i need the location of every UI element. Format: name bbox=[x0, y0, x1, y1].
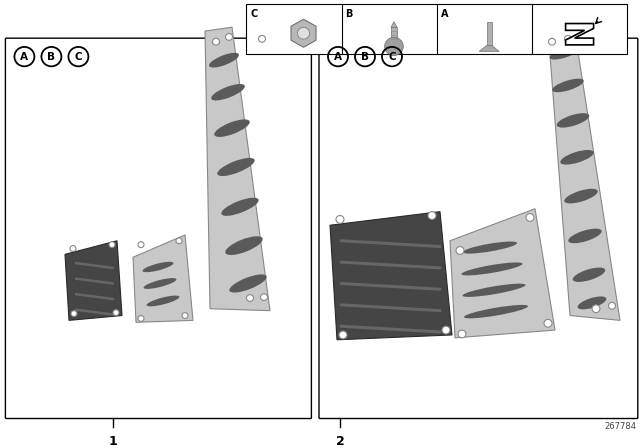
Circle shape bbox=[246, 295, 253, 302]
Circle shape bbox=[225, 34, 232, 40]
FancyBboxPatch shape bbox=[319, 38, 638, 418]
Ellipse shape bbox=[552, 79, 584, 92]
FancyBboxPatch shape bbox=[5, 38, 312, 418]
Ellipse shape bbox=[560, 150, 594, 164]
Ellipse shape bbox=[143, 278, 177, 289]
Ellipse shape bbox=[461, 263, 522, 276]
Text: C: C bbox=[75, 52, 82, 62]
Ellipse shape bbox=[209, 53, 239, 68]
Circle shape bbox=[592, 305, 600, 313]
Text: 2: 2 bbox=[335, 435, 344, 448]
Polygon shape bbox=[133, 235, 193, 322]
Circle shape bbox=[138, 242, 144, 248]
Circle shape bbox=[526, 214, 534, 221]
Polygon shape bbox=[566, 24, 594, 45]
Circle shape bbox=[336, 215, 344, 223]
Ellipse shape bbox=[578, 297, 606, 310]
Ellipse shape bbox=[147, 296, 179, 306]
Circle shape bbox=[176, 238, 182, 244]
Circle shape bbox=[609, 302, 616, 309]
Text: 1: 1 bbox=[108, 435, 117, 448]
Polygon shape bbox=[450, 209, 555, 338]
Ellipse shape bbox=[214, 119, 250, 137]
Bar bbox=[391, 27, 397, 47]
Circle shape bbox=[458, 330, 466, 338]
Ellipse shape bbox=[557, 113, 589, 128]
Circle shape bbox=[212, 39, 220, 45]
Ellipse shape bbox=[568, 228, 602, 243]
Text: A: A bbox=[441, 9, 448, 19]
Ellipse shape bbox=[221, 198, 259, 216]
Circle shape bbox=[71, 310, 77, 316]
Circle shape bbox=[339, 331, 347, 339]
Circle shape bbox=[442, 326, 450, 334]
Circle shape bbox=[70, 246, 76, 251]
Text: A: A bbox=[334, 52, 342, 62]
Text: B: B bbox=[361, 52, 369, 62]
Circle shape bbox=[138, 315, 144, 321]
Circle shape bbox=[428, 211, 436, 220]
Polygon shape bbox=[391, 22, 397, 27]
Ellipse shape bbox=[564, 189, 598, 203]
Ellipse shape bbox=[143, 262, 173, 272]
Ellipse shape bbox=[464, 305, 528, 319]
Ellipse shape bbox=[225, 236, 262, 255]
Bar bbox=[246, 4, 627, 54]
Polygon shape bbox=[330, 211, 452, 340]
Polygon shape bbox=[479, 46, 499, 52]
Circle shape bbox=[544, 319, 552, 327]
Circle shape bbox=[109, 242, 115, 248]
Ellipse shape bbox=[550, 47, 579, 60]
Circle shape bbox=[548, 39, 556, 45]
Text: B: B bbox=[47, 52, 56, 62]
Circle shape bbox=[298, 27, 310, 39]
Circle shape bbox=[564, 35, 572, 42]
Circle shape bbox=[456, 246, 464, 254]
Ellipse shape bbox=[463, 284, 525, 297]
Text: C: C bbox=[250, 9, 258, 19]
Text: C: C bbox=[388, 52, 396, 62]
Ellipse shape bbox=[573, 267, 605, 282]
Ellipse shape bbox=[211, 84, 245, 100]
Text: 267784: 267784 bbox=[604, 422, 636, 431]
Text: A: A bbox=[20, 52, 28, 62]
Circle shape bbox=[260, 294, 268, 301]
Circle shape bbox=[113, 310, 119, 315]
Polygon shape bbox=[548, 29, 620, 320]
Circle shape bbox=[385, 38, 403, 56]
Ellipse shape bbox=[463, 241, 517, 254]
Ellipse shape bbox=[218, 158, 255, 176]
Polygon shape bbox=[65, 241, 122, 320]
Polygon shape bbox=[291, 19, 316, 47]
Bar bbox=[486, 22, 492, 47]
Ellipse shape bbox=[229, 275, 267, 293]
Circle shape bbox=[182, 313, 188, 319]
Circle shape bbox=[259, 35, 266, 42]
Polygon shape bbox=[205, 27, 270, 310]
Text: B: B bbox=[346, 9, 353, 19]
